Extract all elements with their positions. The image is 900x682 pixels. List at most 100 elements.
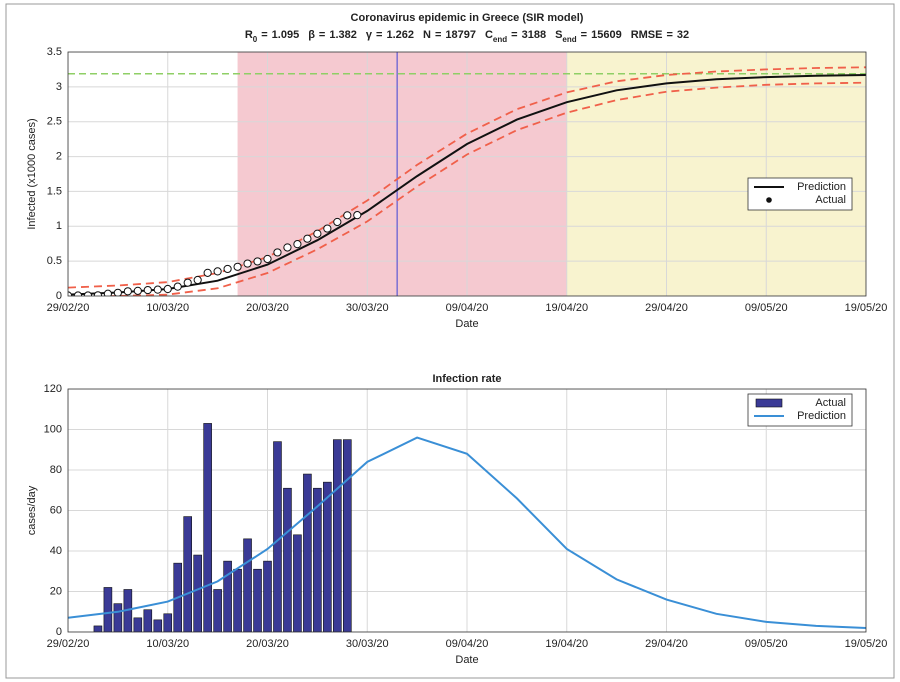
x-tick-label: 09/05/20 bbox=[745, 302, 788, 314]
y-tick-label: 60 bbox=[50, 504, 62, 516]
bar bbox=[253, 568, 262, 632]
point bbox=[223, 264, 232, 274]
point bbox=[273, 248, 282, 257]
param-symbol: C bbox=[485, 29, 493, 41]
x-tick-label: 10/03/20 bbox=[146, 638, 189, 650]
point bbox=[243, 259, 252, 268]
chart-title: Infection rate bbox=[432, 373, 501, 385]
plot-area bbox=[68, 52, 866, 296]
param-value: 1.095 bbox=[272, 29, 300, 41]
x-tick-label: 09/04/20 bbox=[446, 302, 489, 314]
x-tick-label: 29/02/20 bbox=[47, 302, 90, 314]
param-value: 3188 bbox=[522, 29, 546, 41]
y-axis-label: cases/day bbox=[26, 485, 38, 535]
bar bbox=[263, 560, 272, 632]
y-tick-label: 3 bbox=[56, 81, 62, 93]
y-tick-label: 80 bbox=[50, 464, 62, 476]
point bbox=[303, 234, 312, 243]
point bbox=[153, 285, 162, 294]
subtitle: R0 = 1.095 β = 1.382 γ = 1.262 N = 18797 Cend = 3188 Se… bbox=[245, 29, 689, 44]
point bbox=[213, 267, 222, 276]
param-value: 32 bbox=[677, 29, 689, 41]
bar bbox=[303, 473, 312, 632]
param-sign: = bbox=[666, 29, 672, 41]
param-value: 18797 bbox=[445, 29, 476, 41]
bar bbox=[193, 554, 202, 632]
y-tick-label: 120 bbox=[44, 383, 62, 395]
bar bbox=[313, 487, 322, 632]
bar bbox=[143, 609, 153, 632]
point bbox=[193, 275, 202, 285]
point bbox=[113, 288, 122, 296]
x-axis-label: Date bbox=[455, 318, 478, 330]
bar bbox=[183, 516, 192, 632]
bar bbox=[133, 617, 143, 632]
bar bbox=[223, 560, 232, 632]
point bbox=[343, 211, 352, 220]
param-symbol: β bbox=[308, 29, 315, 41]
x-tick-label: 20/03/20 bbox=[246, 302, 289, 314]
point bbox=[353, 211, 362, 220]
bar bbox=[333, 439, 342, 632]
bar bbox=[113, 603, 123, 632]
param-symbol: N bbox=[423, 29, 431, 41]
point bbox=[323, 224, 332, 233]
x-tick-label: 29/04/20 bbox=[645, 302, 688, 314]
bar bbox=[213, 589, 222, 632]
y-tick-label: 0.5 bbox=[47, 255, 62, 267]
y-tick-label: 20 bbox=[50, 585, 62, 597]
x-tick-label: 19/05/20 bbox=[845, 302, 888, 314]
point bbox=[163, 284, 172, 294]
legend-label: Actual bbox=[815, 397, 846, 409]
bar bbox=[93, 625, 103, 632]
param-symbol: S bbox=[555, 29, 562, 41]
x-tick-label: 09/04/20 bbox=[446, 638, 489, 650]
bar bbox=[203, 423, 212, 632]
x-tick-label: 20/03/20 bbox=[246, 638, 289, 650]
param-value: 1.262 bbox=[386, 29, 414, 41]
param-value: 1.382 bbox=[329, 29, 357, 41]
y-tick-label: 1.5 bbox=[47, 185, 62, 197]
bar bbox=[343, 439, 352, 632]
point bbox=[333, 217, 342, 227]
x-tick-label: 30/03/20 bbox=[346, 638, 389, 650]
bar bbox=[323, 481, 332, 632]
shaded-region bbox=[566, 52, 866, 296]
y-tick-label: 100 bbox=[44, 423, 62, 435]
bar bbox=[283, 487, 292, 632]
y-tick-label: 1 bbox=[56, 220, 62, 232]
x-tick-label: 29/02/20 bbox=[47, 638, 90, 650]
y-axis-label: Infected (x1000 cases) bbox=[26, 118, 38, 229]
legend-swatch bbox=[755, 398, 783, 408]
point bbox=[253, 257, 262, 266]
legend-label: Prediction bbox=[797, 410, 846, 422]
bar bbox=[243, 538, 252, 632]
point bbox=[133, 286, 142, 295]
bar bbox=[103, 587, 113, 632]
point bbox=[313, 229, 322, 238]
point bbox=[203, 268, 212, 277]
chart-title: Coronavirus epidemic in Greece (SIR mode… bbox=[351, 12, 584, 24]
param-sign: = bbox=[319, 29, 325, 41]
point bbox=[263, 254, 272, 264]
bar bbox=[293, 534, 302, 632]
param-sign: = bbox=[581, 29, 587, 41]
confidence-bound bbox=[85, 81, 866, 296]
x-tick-label: 19/05/20 bbox=[845, 638, 888, 650]
point bbox=[123, 287, 132, 296]
y-tick-label: 0 bbox=[56, 626, 62, 638]
param-sign: = bbox=[261, 29, 267, 41]
param-value: 15609 bbox=[591, 29, 622, 41]
point bbox=[233, 262, 242, 271]
line bbox=[68, 436, 866, 629]
param-subscript: end bbox=[562, 35, 576, 44]
x-tick-label: 10/03/20 bbox=[146, 302, 189, 314]
param-sign: = bbox=[376, 29, 382, 41]
shaded-region bbox=[237, 52, 567, 296]
legend-swatch bbox=[766, 197, 772, 203]
point bbox=[183, 278, 192, 287]
param-subscript: 0 bbox=[253, 35, 258, 44]
legend-label: Actual bbox=[815, 194, 846, 206]
y-tick-label: 2.5 bbox=[47, 116, 62, 128]
